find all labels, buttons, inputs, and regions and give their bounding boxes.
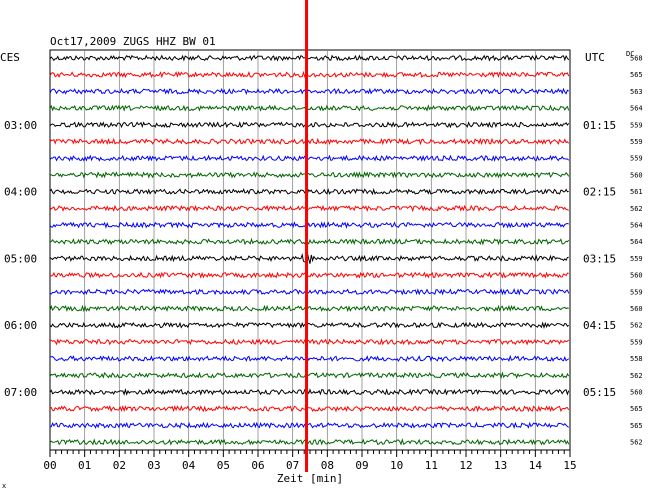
- trace-row-7: [49, 171, 570, 179]
- dc-value: 564: [630, 238, 643, 246]
- dc-value: 560: [630, 305, 643, 313]
- dc-value: 559: [630, 155, 643, 163]
- dc-value: 558: [630, 355, 643, 363]
- left-time-label: 06:00: [4, 319, 37, 332]
- dc-value: 565: [630, 71, 643, 79]
- x-tick-label: 10: [390, 459, 403, 472]
- time-labels: 03:00 01:15 04:00 02:15 05:00 03:15 06:00 04:15…: [4, 119, 616, 399]
- dc-value: 562: [630, 322, 643, 330]
- trace-row-5: [49, 137, 570, 146]
- left-time-label: 05:00: [4, 252, 37, 265]
- dc-value: 565: [630, 422, 643, 430]
- x-axis: 00 01 02 03 04 05 06 07 08 09 10 11 12 13 14 15: [43, 449, 577, 472]
- trace-row-22: [50, 421, 569, 430]
- dc-value: 559: [630, 288, 643, 296]
- dc-value: 559: [630, 121, 643, 129]
- trace-row-13: [49, 271, 569, 279]
- dc-column-label: DC: [626, 50, 634, 58]
- x-tick-label: 09: [355, 459, 368, 472]
- dc-value: 560: [630, 389, 643, 397]
- x-tick-label: 00: [43, 459, 56, 472]
- left-time-label: 07:00: [4, 386, 37, 399]
- trace-row-1: [49, 70, 570, 79]
- trace-row-15: [49, 304, 569, 313]
- trace-row-20: [49, 388, 570, 396]
- right-axis-label: UTC: [585, 51, 605, 64]
- x-tick-label: 03: [147, 459, 160, 472]
- dc-value: 561: [630, 188, 643, 196]
- left-axis-label: CES: [0, 51, 20, 64]
- x-tick-label: 08: [321, 459, 334, 472]
- x-tick-label: 14: [529, 459, 543, 472]
- trace-row-21: [49, 405, 570, 413]
- trace-row-6: [49, 154, 570, 162]
- trace-row-23: [49, 438, 570, 446]
- dc-value: 562: [630, 205, 643, 213]
- dc-value: 559: [630, 255, 643, 263]
- x-tick-label: 02: [113, 459, 126, 472]
- trace-row-9: [49, 204, 569, 213]
- x-tick-label: 13: [494, 459, 507, 472]
- trace-row-0: [49, 54, 570, 62]
- x-tick-label: 12: [459, 459, 472, 472]
- x-tick-label: 11: [425, 459, 438, 472]
- right-time-label: 03:15: [583, 252, 616, 265]
- right-time-label: 01:15: [583, 119, 616, 132]
- trace-row-17: [49, 337, 570, 346]
- dc-value: 564: [630, 222, 643, 230]
- dc-value: 560: [630, 272, 643, 280]
- trace-row-4: [49, 121, 570, 129]
- right-time-label: 05:15: [583, 386, 616, 399]
- chart-title: Oct17,2009 ZUGS HHZ BW 01: [50, 35, 216, 48]
- x-tick-label: 15: [563, 459, 576, 472]
- right-time-label: 04:15: [583, 319, 616, 332]
- x-tick-label: 05: [217, 459, 230, 472]
- x-axis-label: Zeit [min]: [277, 472, 343, 485]
- trace-row-14: [49, 288, 570, 296]
- dc-value: 565: [630, 405, 643, 413]
- trace-row-16: [49, 321, 570, 330]
- x-tick-label: 04: [182, 459, 196, 472]
- trace-row-11: [49, 237, 570, 246]
- dc-value: 563: [630, 88, 643, 96]
- trace-row-3: [49, 104, 570, 112]
- trace-row-12: [49, 252, 569, 264]
- dc-value: 559: [630, 138, 643, 146]
- x-tick-label: 01: [78, 459, 91, 472]
- minute-gridlines: [84, 50, 536, 450]
- x-tick-label: 07: [286, 459, 299, 472]
- dc-values: 568 565 563 564 559 559 559 560 561 562 564 564 559 5…: [630, 55, 643, 447]
- dc-value: 562: [630, 439, 643, 447]
- left-time-label: 04:00: [4, 186, 37, 199]
- footer-mark: x: [2, 482, 6, 490]
- seismic-traces: [49, 54, 570, 446]
- dc-value: 568: [630, 55, 643, 63]
- dc-value: 560: [630, 171, 643, 179]
- trace-row-2: [49, 87, 569, 96]
- dc-value: 559: [630, 338, 643, 346]
- dc-value: 564: [630, 105, 643, 113]
- trace-row-8: [49, 187, 569, 196]
- left-time-label: 03:00: [4, 119, 37, 132]
- trace-row-10: [49, 221, 569, 229]
- right-time-label: 02:15: [583, 186, 616, 199]
- dc-value: 562: [630, 372, 643, 380]
- trace-row-19: [49, 371, 570, 380]
- trace-row-18: [49, 354, 569, 363]
- x-tick-label: 06: [251, 459, 264, 472]
